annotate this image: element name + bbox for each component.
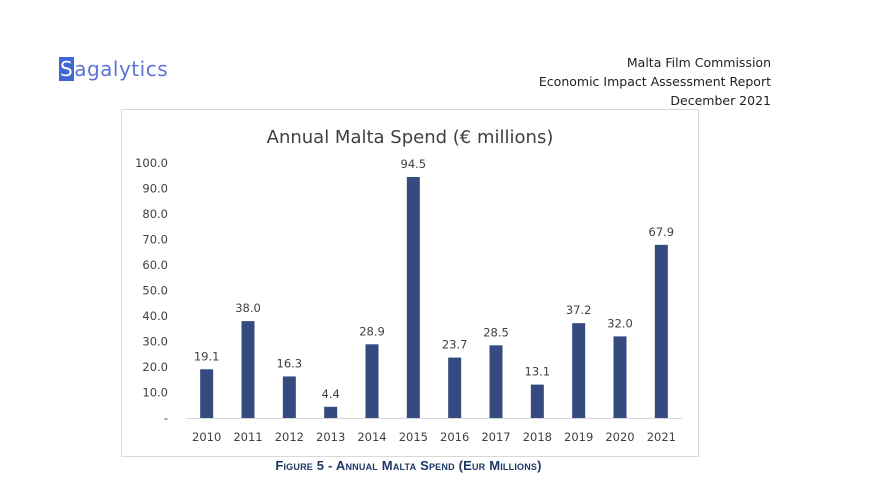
- y-tick-label: 10.0: [142, 386, 168, 400]
- y-tick-label: 80.0: [142, 207, 168, 221]
- data-label: 4.4: [322, 387, 340, 401]
- data-label: 13.1: [525, 365, 551, 379]
- x-tick-label: 2015: [399, 430, 428, 444]
- bar-2011: [241, 321, 255, 418]
- x-tick-label: 2012: [275, 430, 304, 444]
- sagalytics-logo: Sagalytics: [59, 57, 168, 81]
- bar-2018: [530, 384, 544, 418]
- data-label: 28.5: [483, 325, 509, 339]
- x-tick-label: 2016: [440, 430, 469, 444]
- report-header: Malta Film Commission Economic Impact As…: [539, 53, 771, 110]
- logo-rest: agalytics: [74, 57, 169, 81]
- logo-initial: S: [59, 57, 75, 81]
- data-label: 67.9: [649, 225, 675, 239]
- x-tick-label: 2020: [605, 430, 634, 444]
- x-tick-label: 2021: [647, 430, 676, 444]
- y-tick-label: 50.0: [142, 284, 168, 298]
- bars: [200, 177, 668, 418]
- header-date: December 2021: [670, 93, 771, 108]
- data-label: 28.9: [359, 324, 385, 338]
- y-tick-label: 30.0: [142, 335, 168, 349]
- x-tick-label: 2018: [523, 430, 552, 444]
- figure-caption: Figure 5 - Annual Malta Spend (Eur Milli…: [275, 458, 542, 473]
- bar-chart: Annual Malta Spend (€ millions) - 10.0 20.…: [135, 127, 682, 444]
- bar-2015: [406, 177, 420, 418]
- data-label: 38.0: [235, 301, 261, 315]
- data-label: 37.2: [566, 303, 592, 317]
- y-axis: - 10.0 20.0 30.0 40.0 50.0 60.0 70.0 80.0 90.0 100…: [135, 156, 168, 425]
- x-tick-label: 2011: [233, 430, 262, 444]
- x-tick-label: 2013: [316, 430, 345, 444]
- y-tick-label: 20.0: [142, 360, 168, 374]
- data-label: 32.0: [607, 316, 633, 330]
- x-tick-label: 2010: [192, 430, 221, 444]
- chart-frame: Annual Malta Spend (€ millions) - 10.0 20.…: [121, 109, 699, 457]
- data-label: 19.1: [194, 349, 220, 363]
- bar-2014: [365, 344, 379, 418]
- bar-2010: [200, 369, 214, 418]
- header-report-title: Economic Impact Assessment Report: [538, 74, 771, 89]
- chart-title: Annual Malta Spend (€ millions): [267, 127, 554, 148]
- y-tick-label: -: [164, 411, 168, 425]
- y-tick-label: 100.0: [135, 156, 168, 170]
- bar-2016: [448, 357, 462, 418]
- x-tick-label: 2019: [564, 430, 593, 444]
- x-tick-label: 2014: [357, 430, 386, 444]
- data-labels: 19.1 38.0 16.3 4.4 28.9 94.5 23.7 28.5 13.1 37.2 3…: [194, 157, 674, 401]
- bar-2019: [572, 323, 586, 418]
- data-label: 23.7: [442, 338, 468, 352]
- x-axis: 2010 2011 2012 2013 2014 2015 2016 2017 2018 2019…: [186, 418, 682, 444]
- y-tick-label: 40.0: [142, 309, 168, 323]
- bar-2017: [489, 345, 503, 418]
- bar-2012: [282, 376, 296, 418]
- bar-2020: [613, 336, 627, 418]
- header-organization: Malta Film Commission: [626, 55, 771, 70]
- y-tick-label: 60.0: [142, 258, 168, 272]
- bar-2021: [654, 244, 668, 418]
- x-tick-label: 2017: [481, 430, 510, 444]
- data-label: 16.3: [277, 356, 303, 370]
- data-label: 94.5: [401, 157, 427, 171]
- bar-2013: [324, 406, 338, 418]
- y-tick-label: 70.0: [142, 233, 168, 247]
- y-tick-label: 90.0: [142, 182, 168, 196]
